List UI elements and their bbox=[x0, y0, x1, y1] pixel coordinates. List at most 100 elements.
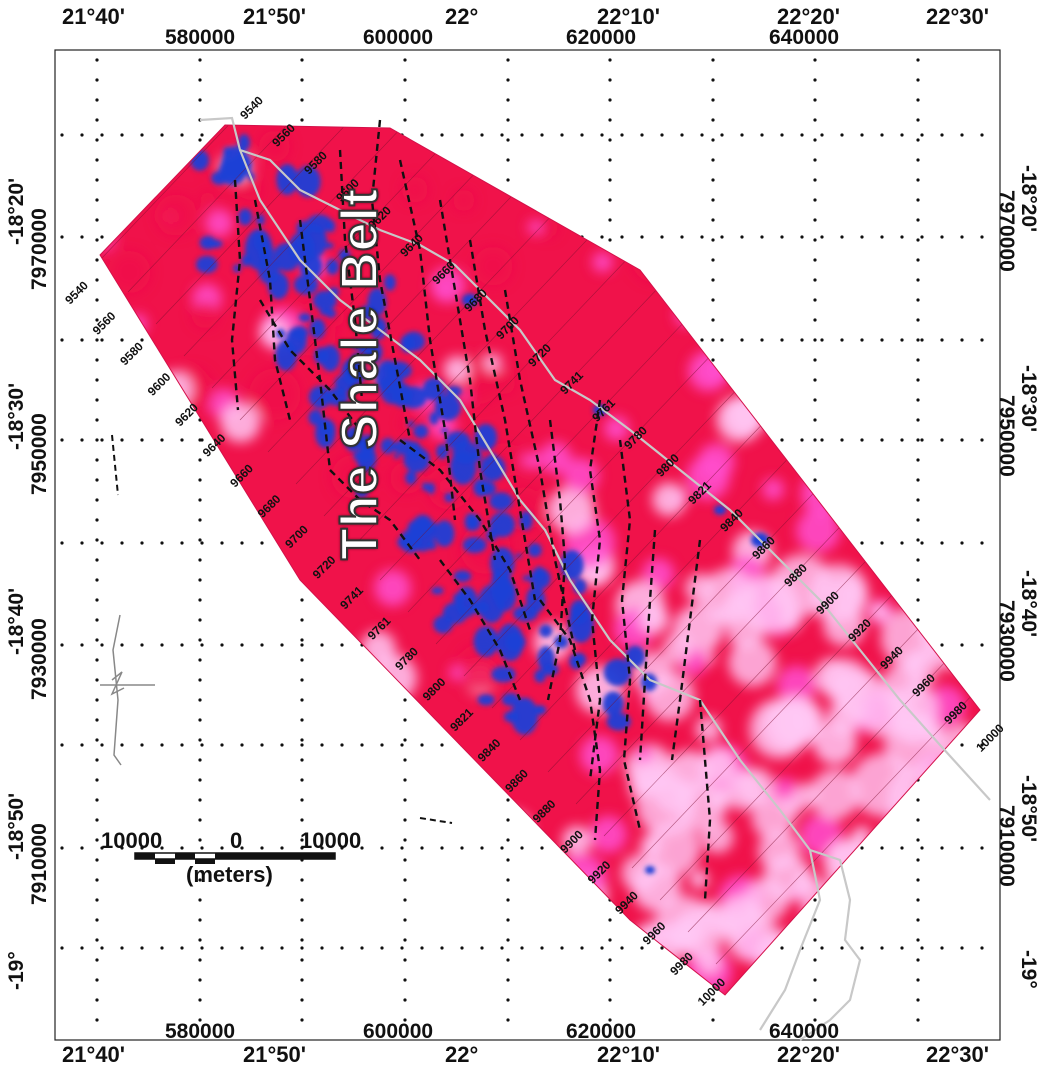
graticule-dot bbox=[95, 1018, 99, 1022]
graticule-dot bbox=[198, 678, 202, 682]
graticule-dot bbox=[403, 78, 407, 82]
graticule-dot bbox=[740, 133, 744, 137]
anomaly-blob bbox=[725, 909, 778, 962]
graticule-dot bbox=[300, 898, 304, 902]
anomaly-blob bbox=[787, 702, 822, 737]
graticule-dot bbox=[198, 778, 202, 782]
graticule-dot bbox=[916, 858, 920, 862]
low-anomaly bbox=[534, 705, 546, 715]
graticule-dot bbox=[960, 235, 964, 239]
graticule-dot bbox=[380, 743, 384, 747]
anomaly-blob bbox=[728, 638, 777, 687]
graticule-dot bbox=[180, 643, 184, 647]
bottom-degree-label: 22°30' bbox=[926, 1042, 989, 1067]
low-anomaly bbox=[625, 645, 645, 668]
graticule-dot bbox=[920, 338, 924, 342]
fault-line bbox=[230, 179, 242, 411]
graticule-dot bbox=[916, 358, 920, 362]
graticule-dot bbox=[520, 133, 524, 137]
flight-line bbox=[183, 125, 585, 357]
graticule-dot bbox=[60, 541, 64, 545]
fault-line bbox=[329, 469, 421, 561]
graticule-dot bbox=[300, 918, 304, 922]
anomaly-blob bbox=[697, 950, 722, 975]
fault-line bbox=[698, 699, 712, 901]
low-anomaly bbox=[313, 290, 337, 311]
anomaly-blob bbox=[285, 940, 335, 990]
graticule-dot bbox=[95, 818, 99, 822]
low-anomaly bbox=[402, 331, 425, 352]
graticule-dot bbox=[95, 718, 99, 722]
graticule-dot bbox=[280, 846, 284, 850]
anomaly-blob bbox=[850, 753, 915, 817]
graticule-dot bbox=[916, 798, 920, 802]
low-anomaly bbox=[527, 543, 542, 557]
graticule-dot bbox=[500, 133, 504, 137]
graticule-dot bbox=[95, 178, 99, 182]
top-utm-label: 600000 bbox=[363, 26, 434, 49]
anomaly-blob bbox=[197, 524, 230, 558]
anomaly-blob bbox=[953, 527, 977, 551]
graticule-dot bbox=[500, 846, 504, 850]
right-utm-label: 7970000 bbox=[995, 190, 1018, 272]
graticule-dot bbox=[198, 918, 202, 922]
low-anomaly bbox=[238, 208, 253, 226]
graticule-dot bbox=[300, 938, 304, 942]
graticule-dot bbox=[980, 846, 984, 850]
right-degree-label: -18°30' bbox=[1017, 365, 1040, 433]
graticule-dot bbox=[711, 198, 715, 202]
anomaly-blob bbox=[144, 664, 174, 694]
graticule-dot bbox=[920, 235, 924, 239]
graticule-dot bbox=[900, 846, 904, 850]
graticule-dot bbox=[608, 78, 612, 82]
graticule-dot bbox=[940, 438, 944, 442]
fault-line bbox=[298, 219, 332, 471]
low-anomaly bbox=[568, 605, 594, 643]
graticule-dot bbox=[813, 178, 817, 182]
anomaly-blob bbox=[695, 716, 722, 743]
graticule-dot bbox=[711, 358, 715, 362]
graticule-dot bbox=[95, 978, 99, 982]
graticule-dot bbox=[916, 978, 920, 982]
graticule-dot bbox=[220, 846, 224, 850]
graticule-dot bbox=[860, 846, 864, 850]
low-anomaly bbox=[407, 420, 415, 428]
graticule-dot bbox=[300, 758, 304, 762]
graticule-dot bbox=[300, 958, 304, 962]
low-anomaly bbox=[231, 152, 252, 178]
graticule-dot bbox=[660, 235, 664, 239]
graticule-dot bbox=[506, 958, 510, 962]
graticule-dot bbox=[560, 946, 564, 950]
fault-line bbox=[638, 529, 657, 761]
low-anomaly bbox=[489, 492, 513, 511]
low-anomaly bbox=[195, 255, 218, 274]
graticule-dot bbox=[300, 658, 304, 662]
anomaly-blob bbox=[108, 250, 151, 294]
anomaly-blob bbox=[333, 694, 354, 715]
graticule-dot bbox=[620, 235, 624, 239]
graticule-dot bbox=[880, 438, 884, 442]
low-anomaly bbox=[326, 220, 336, 233]
low-anomaly bbox=[453, 570, 472, 582]
left-utm-label: 7970000 bbox=[28, 208, 51, 290]
graticule-dot bbox=[95, 218, 99, 222]
flight-line bbox=[687, 511, 980, 933]
graticule-dot bbox=[403, 818, 407, 822]
anomaly-blob bbox=[799, 263, 814, 278]
scale-unit-label: (meters) bbox=[186, 862, 273, 887]
anomaly-blob bbox=[750, 371, 788, 409]
anomaly-blob bbox=[448, 665, 464, 680]
graticule-dot bbox=[608, 178, 612, 182]
graticule-dot bbox=[820, 946, 824, 950]
left-utm-label: 7950000 bbox=[28, 413, 51, 495]
graticule-dot bbox=[95, 858, 99, 862]
anomaly-blob bbox=[726, 610, 765, 649]
graticule-dot bbox=[860, 133, 864, 137]
graticule-dot bbox=[980, 438, 984, 442]
anomaly-blob bbox=[925, 349, 978, 402]
graticule-dot bbox=[403, 978, 407, 982]
graticule-dot bbox=[60, 946, 64, 950]
graticule-dot bbox=[711, 178, 715, 182]
scale-right-label: 10000 bbox=[300, 828, 362, 853]
graticule-dot bbox=[740, 235, 744, 239]
